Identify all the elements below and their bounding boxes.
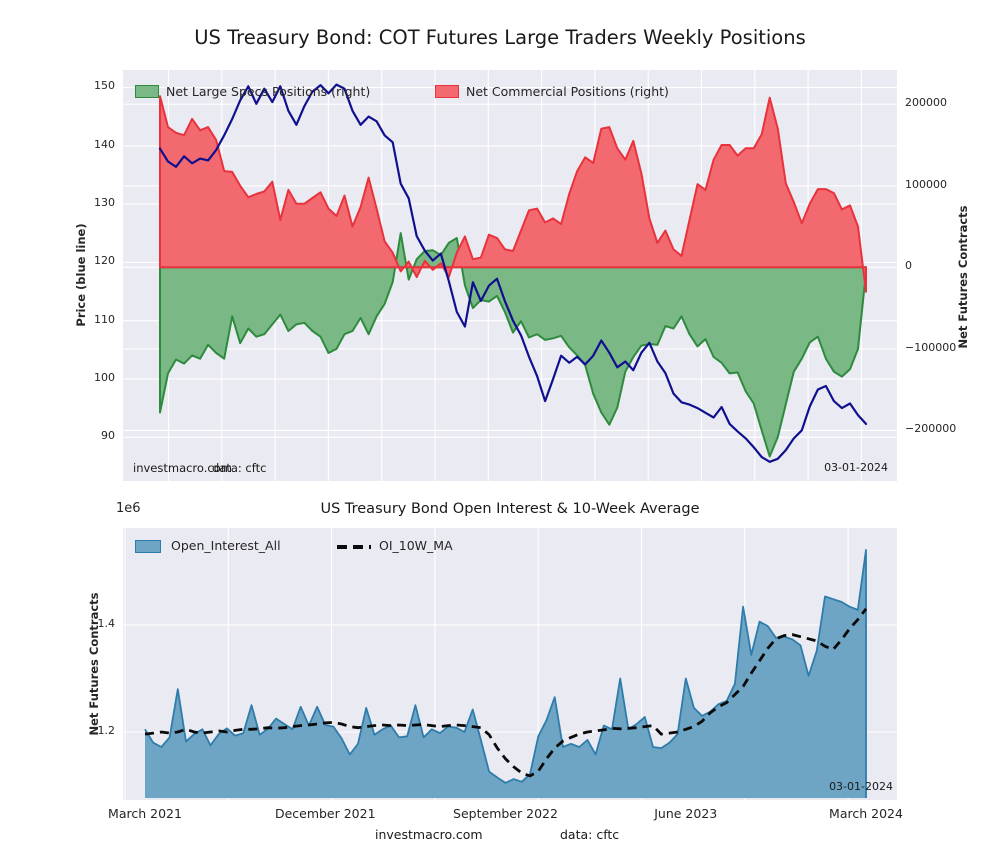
area-net-commercial-positions-right — [159, 95, 867, 293]
top-left-tick-90: 90 — [101, 429, 115, 443]
bottom-date-stamp: 03-01-2024 — [829, 780, 893, 793]
top-left-tick-100: 100 — [94, 370, 115, 384]
bottom-x-tick-december-2021: December 2021 — [274, 806, 376, 821]
top-right-tick-0: 0 — [905, 259, 912, 273]
footer-data-source: data: cftc — [560, 827, 620, 842]
bottom-x-tick-june-2023: June 2023 — [654, 806, 718, 821]
top-right-tick--100000: −100000 — [905, 340, 957, 354]
legend-label-net-large-specs: Net Large Specs Positions (right) — [166, 84, 371, 99]
legend-label-oi-ma: OI_10W_MA — [379, 538, 453, 553]
legend-label-net-commercial: Net Commercial Positions (right) — [466, 84, 669, 99]
legend-dash-sample-oi-ma — [337, 545, 371, 549]
top-left-tick-140: 140 — [94, 137, 115, 151]
top-date-stamp: 03-01-2024 — [824, 461, 888, 474]
top-right-tick-200000: 200000 — [905, 96, 947, 110]
bottom-axis-offset-label: 1e6 — [116, 501, 141, 516]
top-watermark: investmacro.com — [133, 461, 232, 475]
top-chart-title: US Treasury Bond: COT Futures Large Trad… — [194, 26, 806, 49]
top-right-tick--200000: −200000 — [905, 422, 957, 436]
bottom-x-tick-march-2021: March 2021 — [108, 806, 182, 821]
bottom-x-tick-september-2022: September 2022 — [453, 806, 558, 821]
bottom-y-tick-1.2: 1.2 — [97, 724, 116, 737]
legend-swatch-net-commercial — [435, 85, 459, 98]
line-price — [158, 83, 868, 463]
top-right-tick-100000: 100000 — [905, 177, 947, 191]
line-open-interest-all — [144, 549, 867, 798]
area-open-interest-all — [145, 550, 866, 798]
top-left-tick-110: 110 — [94, 312, 115, 326]
bottom-y-tick-1.4: 1.4 — [97, 616, 116, 630]
legend-swatch-net-large-specs — [135, 85, 159, 98]
bottom-y-axis-label: Net Futures Contracts — [87, 592, 101, 736]
bottom-chart-title: US Treasury Bond Open Interest & 10-Week… — [320, 501, 700, 517]
top-right-axis-label: Net Futures Contracts — [956, 205, 970, 349]
top-data-source: data: cftc — [212, 461, 267, 475]
line-oi-10w-ma — [144, 608, 868, 778]
top-left-tick-130: 130 — [94, 196, 115, 210]
footer-watermark: investmacro.com — [375, 827, 483, 842]
top-left-axis-label: Price (blue line) — [74, 223, 88, 327]
top-left-tick-120: 120 — [94, 254, 115, 268]
bottom-x-tick-march-2024: March 2024 — [829, 806, 903, 821]
legend-swatch-open-interest — [135, 540, 161, 553]
legend-label-open-interest: Open_Interest_All — [171, 538, 281, 553]
top-left-tick-150: 150 — [94, 79, 115, 93]
